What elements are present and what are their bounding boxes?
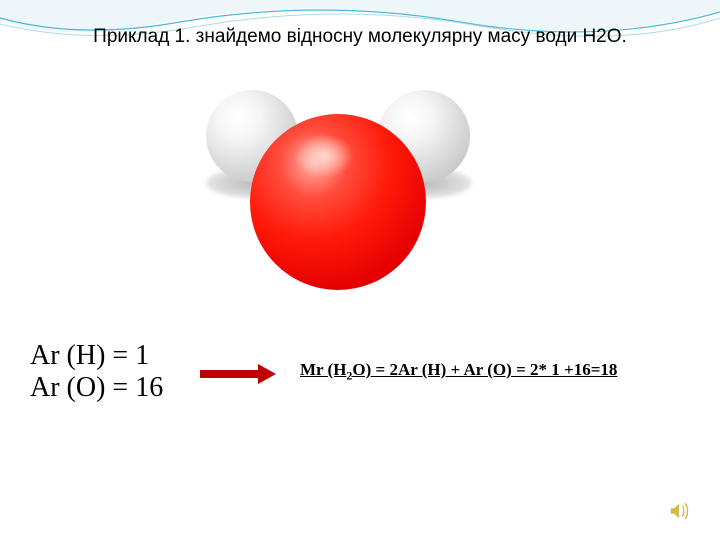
molecular-mass-formula: Mr (H2O) = 2Ar (H) + Ar (O) = 2* 1 +16=1… bbox=[300, 360, 617, 383]
slide-title: Приклад 1. знайдемо відносну молекулярну… bbox=[0, 26, 720, 48]
arrow-icon bbox=[200, 366, 280, 382]
ar-hydrogen-line: Ar (H) = 1 bbox=[30, 340, 163, 372]
sound-icon[interactable] bbox=[668, 500, 690, 522]
slide: Приклад 1. знайдемо відносну молекулярну… bbox=[0, 0, 720, 540]
title-text: Приклад 1. знайдемо відносну молекулярну… bbox=[93, 26, 627, 47]
oxygen-highlight bbox=[294, 134, 354, 178]
ar-oxygen-line: Ar (O) = 16 bbox=[30, 372, 163, 404]
atomic-masses-block: Ar (H) = 1 Ar (O) = 16 bbox=[30, 340, 163, 404]
formula-text: Mr (H2O) = 2Ar (H) + Ar (O) = 2* 1 +16=1… bbox=[300, 360, 617, 379]
water-molecule-diagram bbox=[200, 78, 480, 308]
